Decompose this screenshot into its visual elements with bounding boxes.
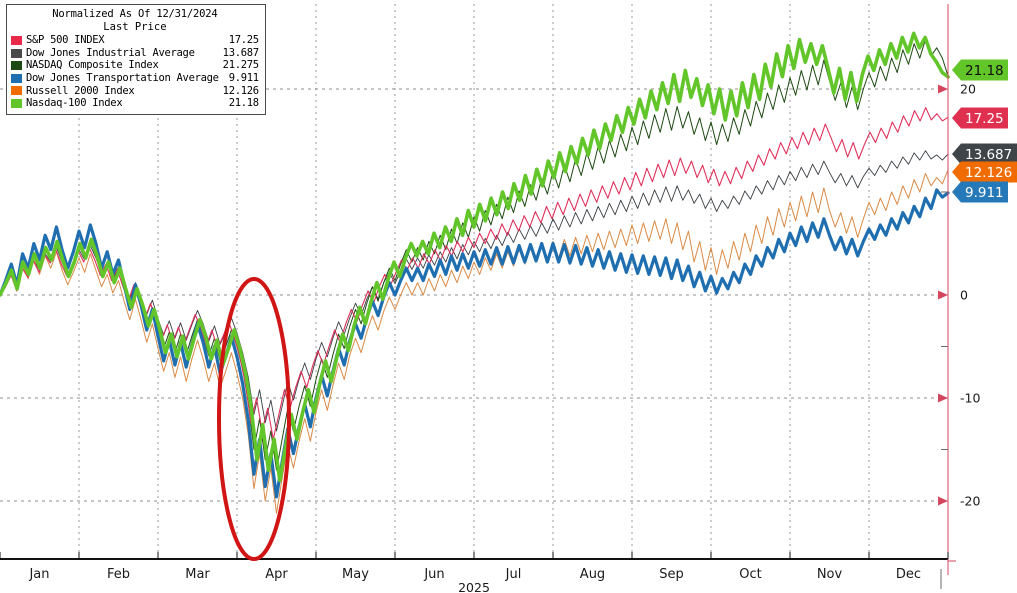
price-badge-value: 9.911	[965, 185, 1004, 201]
x-tick-label-aug: Aug	[580, 567, 605, 582]
legend-item-label: Dow Jones Industrial Average	[26, 46, 195, 59]
y-tick-label: -10	[960, 391, 980, 406]
legend-item-value: 17.25	[228, 34, 259, 47]
x-tick-label-sep: Sep	[659, 567, 684, 582]
x-tick-label-nov: Nov	[817, 567, 843, 582]
price-badge: 9.911	[952, 181, 1008, 203]
legend-color-swatch	[11, 61, 22, 71]
legend-item: Russell 2000 Index 12.126	[11, 85, 259, 98]
x-tick-label-jul: Jul	[505, 567, 522, 582]
axes	[0, 4, 956, 589]
legend-item-value: 12.126	[222, 84, 259, 97]
legend-item-label: Nasdaq-100 Index	[26, 97, 123, 110]
legend-subtitle: Last Price	[103, 20, 167, 33]
legend-color-swatch	[11, 86, 22, 96]
price-badge-value: 21.18	[965, 63, 1004, 79]
price-badge: 13.687	[952, 143, 1017, 165]
price-badge: 17.25	[952, 107, 1008, 129]
legend-item: NASDAQ Composite Index 21.275	[11, 59, 259, 72]
legend-item-label: S&P 500 INDEX	[26, 34, 105, 47]
legend-color-swatch	[11, 73, 22, 83]
price-badge-value: 17.25	[965, 111, 1004, 127]
legend-title: Normalized As Of 12/31/2024	[52, 8, 218, 20]
series-lines	[0, 31, 950, 514]
x-tick-label-apr: Apr	[265, 567, 288, 582]
legend: Normalized As Of 12/31/2024 Last Price S…	[6, 4, 266, 115]
price-badge-value: 13.687	[965, 147, 1012, 163]
x-tick-label-mar: Mar	[185, 567, 210, 582]
x-tick-label-oct: Oct	[739, 567, 761, 582]
x-tick-label-feb: Feb	[107, 567, 130, 582]
x-tick-label-may: May	[342, 567, 369, 582]
tick-labels: Jan Feb Mar Apr May Jun Jul Aug Sep Oct Nov Dec 2025…	[28, 82, 980, 593]
legend-item-label: Dow Jones Transportation Average	[26, 71, 219, 84]
legend-color-swatch	[11, 48, 22, 58]
price-badge: 21.18	[952, 59, 1008, 81]
price-badge: 12.126	[952, 161, 1017, 183]
legend-color-swatch	[11, 98, 22, 108]
x-tick-label-jun: Jun	[423, 567, 444, 582]
x-axis-year-label: 2025	[458, 580, 490, 593]
y-tick-label: 20	[960, 82, 976, 97]
legend-item-label: Russell 2000 Index	[26, 84, 135, 97]
legend-item-value: 21.275	[222, 59, 259, 72]
legend-item: Nasdaq-100 Index 21.18	[11, 97, 259, 110]
gridlines	[0, 4, 949, 559]
y-tick-label: 0	[960, 288, 968, 303]
legend-item-value: 9.911	[228, 71, 259, 84]
annotation-ellipse	[217, 277, 291, 561]
legend-item: Dow Jones Industrial Average 13.687	[11, 47, 259, 60]
legend-item: Dow Jones Transportation Average 9.911	[11, 72, 259, 85]
legend-item-value: 21.18	[228, 97, 259, 110]
x-tick-label-dec: Dec	[896, 567, 921, 582]
legend-item-value: 13.687	[222, 46, 259, 59]
price-badges: 21.18 17.25 13.687 12.126 9.911	[952, 59, 1017, 203]
legend-color-swatch	[11, 35, 22, 45]
x-tick-label-jan: Jan	[28, 567, 49, 582]
legend-item: S&P 500 INDEX 17.25	[11, 34, 259, 47]
legend-rows: S&P 500 INDEX 17.25 Dow Jones Industrial A…	[11, 34, 259, 110]
price-badge-value: 12.126	[965, 165, 1012, 181]
y-tick-label: -20	[960, 494, 980, 509]
legend-item-label: NASDAQ Composite Index	[26, 59, 159, 72]
